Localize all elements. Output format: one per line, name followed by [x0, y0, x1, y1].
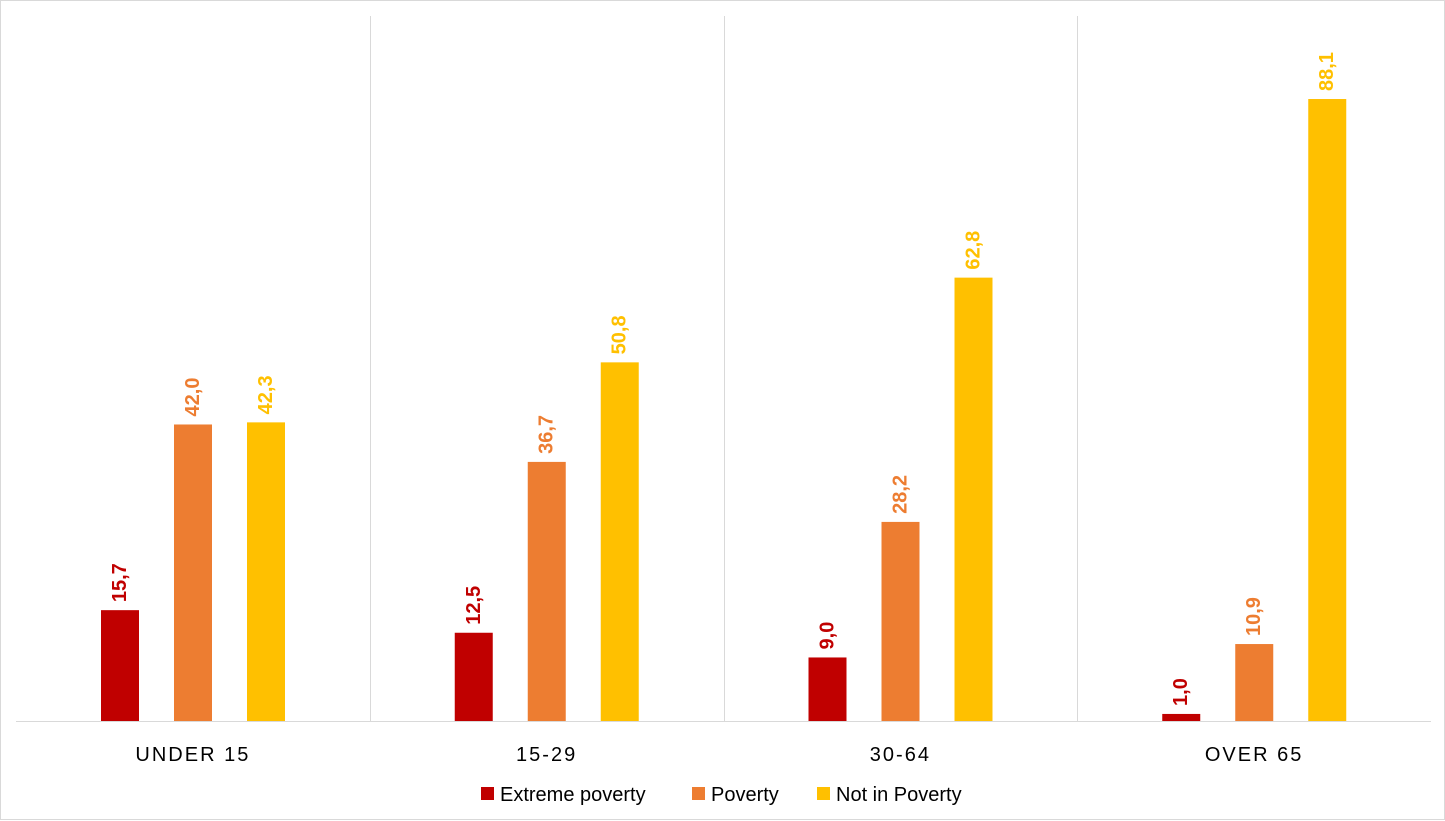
category-labels-group: UNDER 15 15-29 30-64 OVER 65	[135, 744, 1303, 766]
data-label: 42,3	[255, 375, 277, 414]
category-label: UNDER 15	[135, 744, 250, 766]
bar-extreme-poverty	[101, 610, 139, 721]
bar-not-in-poverty	[600, 362, 639, 721]
data-labels-group: 15,7 42,0 42,3 12,5 36,7 50,8 9,0 28,2 62,8 1,0 10…	[109, 52, 1338, 706]
bar-not-in-poverty	[1308, 99, 1347, 722]
bar-not-in-poverty	[954, 277, 993, 721]
legend-label: Not in Poverty	[836, 784, 962, 806]
legend-swatch	[817, 787, 830, 800]
data-label: 28,2	[890, 475, 912, 514]
data-label: 88,1	[1316, 52, 1338, 91]
bars-group	[101, 99, 1347, 722]
legend-swatch	[481, 787, 494, 800]
data-label: 42,0	[182, 378, 204, 417]
legend: Extreme poverty Poverty Not in Poverty	[481, 784, 962, 806]
legend-swatch	[692, 787, 705, 800]
data-label: 9,0	[817, 622, 839, 650]
data-label: 62,8	[963, 231, 985, 270]
data-label: 10,9	[1243, 597, 1265, 636]
bar-poverty	[1235, 644, 1274, 721]
bar-extreme-poverty	[808, 657, 847, 721]
data-label: 12,5	[463, 586, 485, 625]
bar-extreme-poverty	[1162, 713, 1201, 721]
bar-poverty	[881, 521, 920, 721]
data-label: 50,8	[609, 315, 631, 354]
data-label: 1,0	[1170, 678, 1192, 706]
category-dividers	[370, 16, 1078, 721]
data-label: 15,7	[109, 563, 131, 602]
category-label: OVER 65	[1205, 744, 1303, 766]
bar-poverty	[174, 424, 212, 721]
data-label: 36,7	[536, 415, 558, 454]
legend-label: Poverty	[711, 784, 779, 806]
bar-extreme-poverty	[454, 632, 493, 721]
category-label: 15-29	[516, 744, 577, 766]
bar-poverty	[527, 461, 566, 721]
category-label: 30-64	[870, 744, 931, 766]
legend-label: Extreme poverty	[500, 784, 646, 806]
bar-not-in-poverty	[247, 422, 285, 721]
